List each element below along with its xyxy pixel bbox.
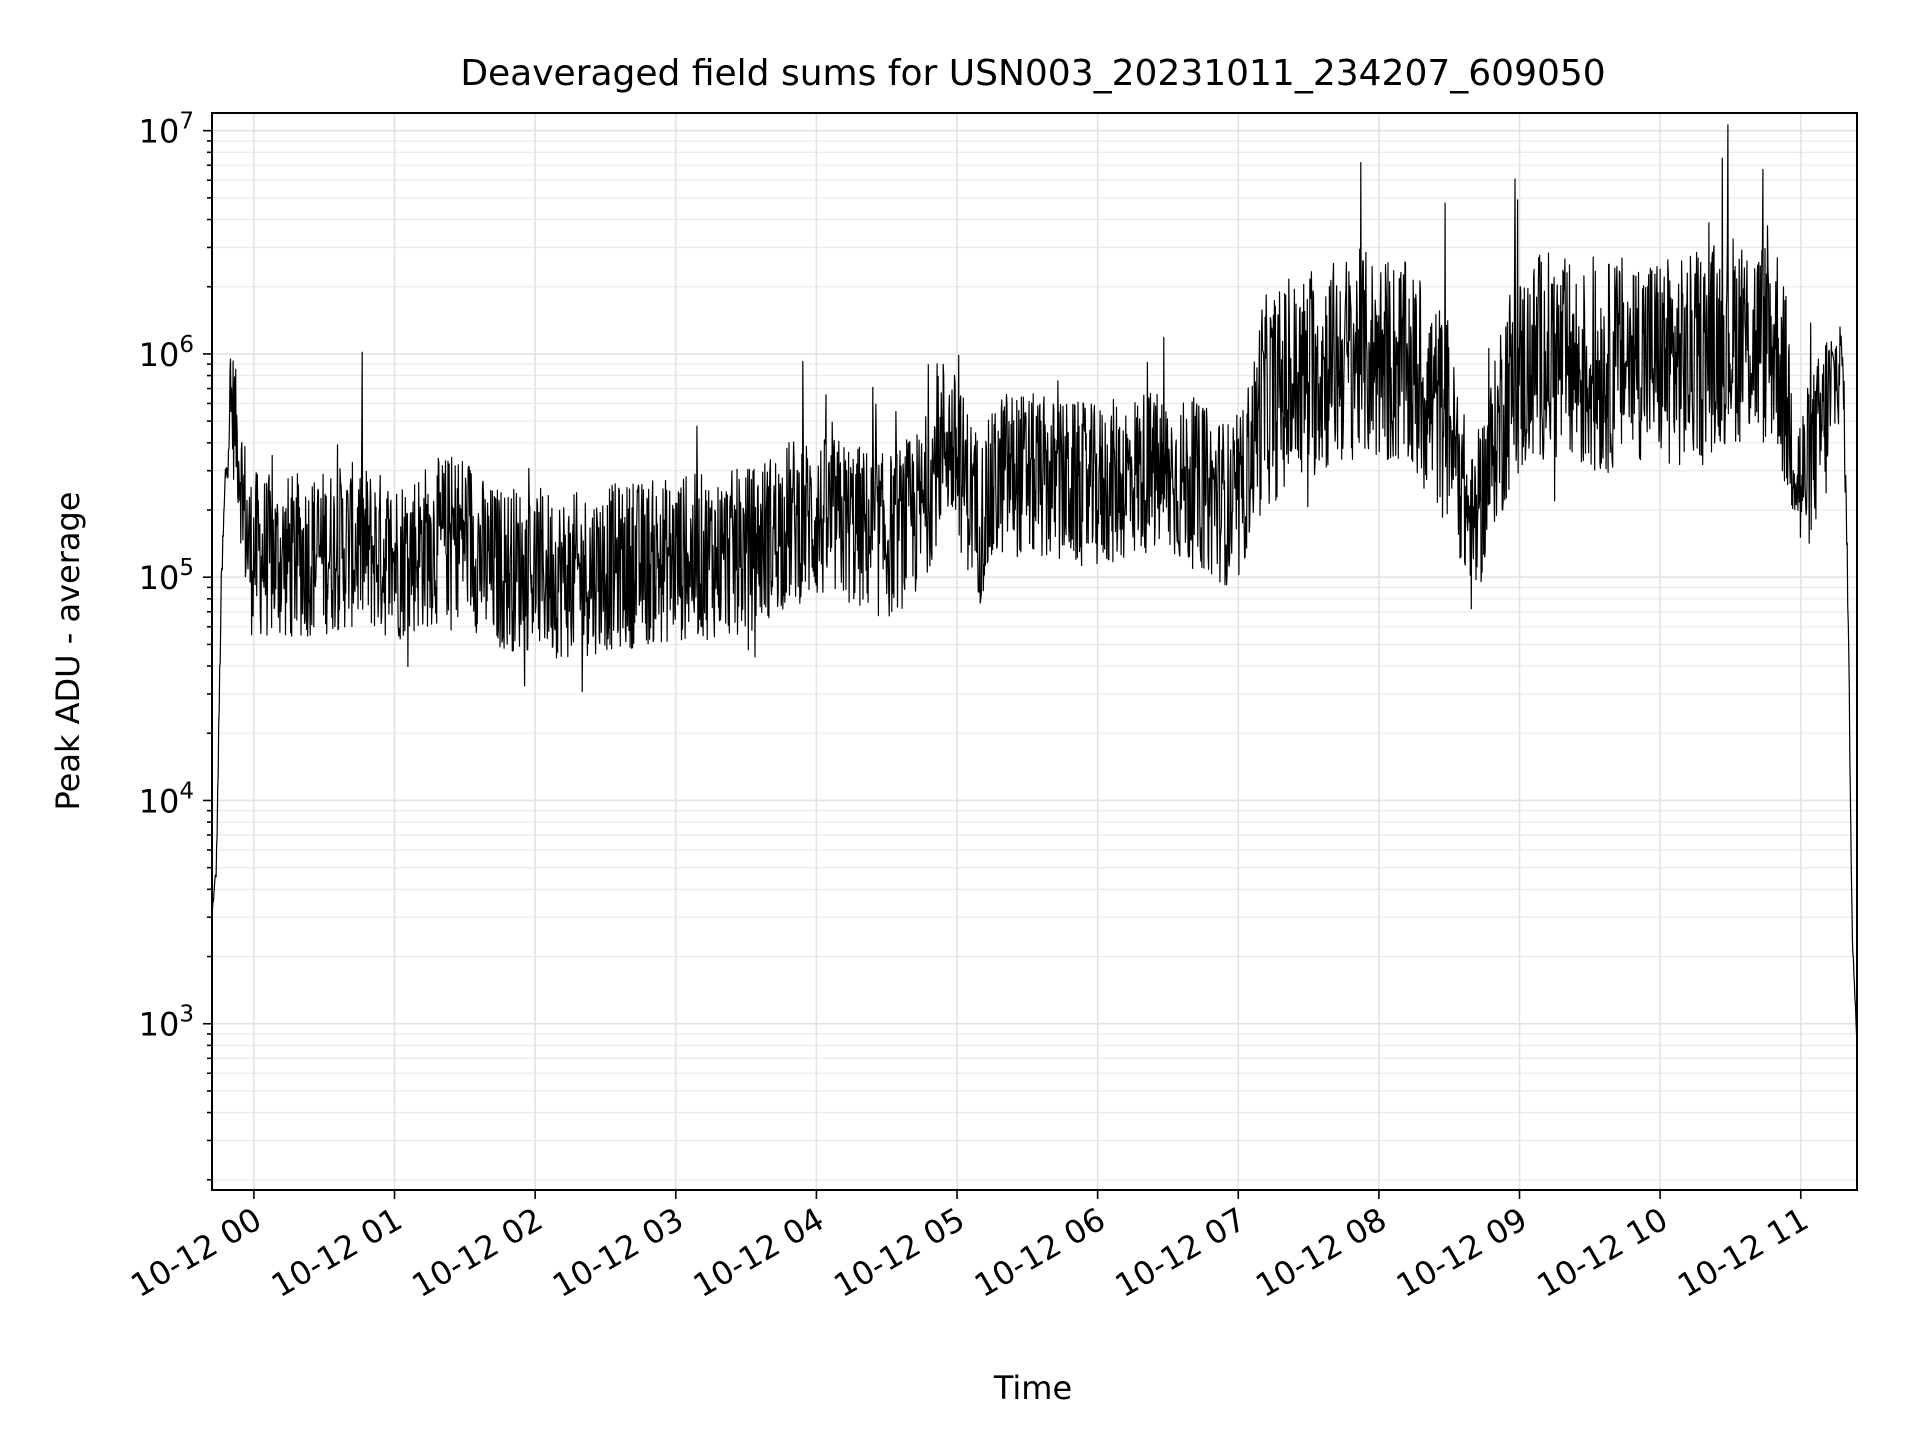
chart-title: Deaveraged field sums for USN003_2023101…	[460, 53, 1605, 94]
y-axis-label: Peak ADU - average	[49, 492, 87, 811]
series-layer	[211, 124, 1858, 1046]
series-line	[211, 124, 1858, 1046]
y-tick-label: 107	[139, 109, 194, 151]
y-tick-label: 104	[139, 778, 194, 820]
y-tick-label: 103	[139, 1002, 194, 1044]
x-axis-label: Time	[993, 1369, 1072, 1407]
plot-frame	[211, 112, 1858, 1191]
y-tick-label: 106	[139, 332, 194, 374]
y-tick-label: 105	[139, 555, 194, 597]
